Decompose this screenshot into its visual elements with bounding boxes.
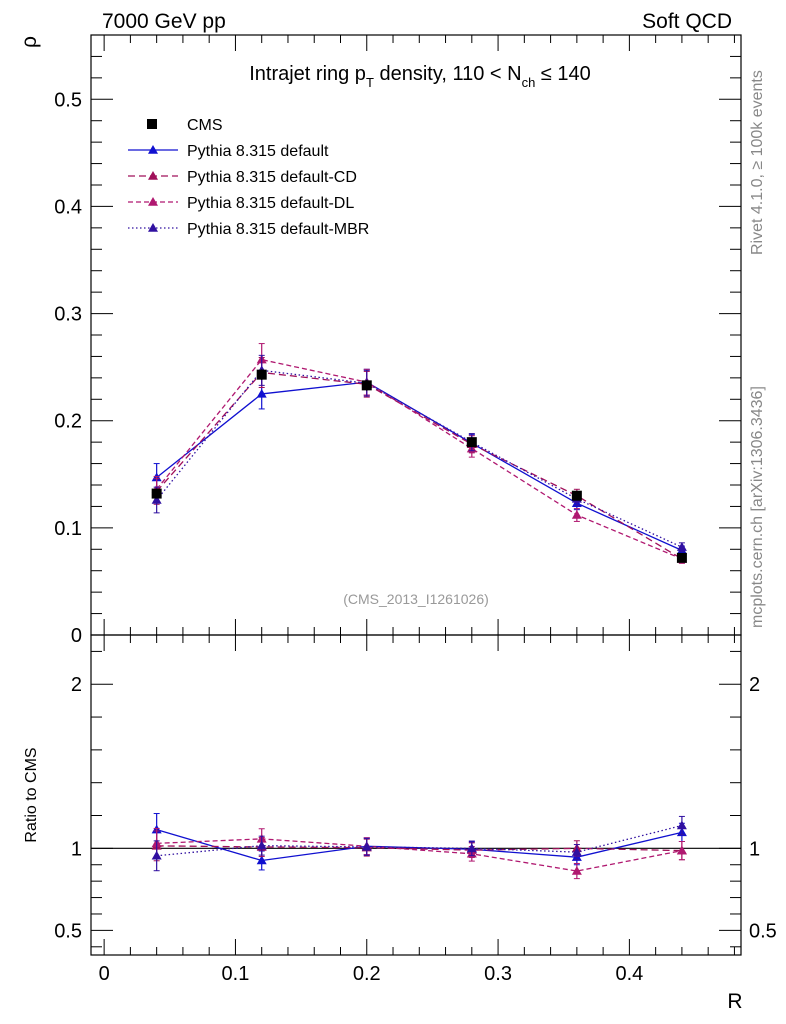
series-3-point bbox=[571, 510, 582, 519]
axes-group: 0 0.1 0.2 0.3 0.4 0 0.1 0.2 0.3 0.4 0.5 0.5 0.5 1 1 2 2 bbox=[54, 34, 777, 985]
series-3-group bbox=[151, 343, 687, 564]
y-tick-label: 0 bbox=[71, 625, 82, 647]
series-4-line bbox=[156, 369, 683, 548]
data-point bbox=[151, 488, 162, 499]
ratio-series-group bbox=[151, 813, 687, 880]
y-tick-label: 0.1 bbox=[54, 518, 82, 540]
ratio-tick-label: 0.5 bbox=[54, 920, 82, 942]
series-1-ratio-point bbox=[256, 855, 267, 865]
ratio-tick-label-right: 0.5 bbox=[749, 920, 777, 942]
header-right-label: Soft QCD bbox=[642, 10, 732, 33]
series-4-ratio-point bbox=[571, 847, 582, 856]
y-tick-label: 0.3 bbox=[54, 304, 82, 326]
y-axis-label: ρ bbox=[18, 36, 41, 48]
series-4-ratio-point bbox=[361, 841, 372, 851]
series-2-ratio-group bbox=[151, 830, 687, 862]
legend-marker bbox=[148, 223, 158, 232]
series-4-group bbox=[151, 354, 687, 552]
series-1-ratio-line bbox=[156, 829, 683, 862]
data-point bbox=[361, 380, 372, 391]
legend-label: Pythia 8.315 default-DL bbox=[187, 195, 354, 212]
legend-marker bbox=[148, 145, 158, 154]
series-3-ratio-group bbox=[151, 827, 687, 880]
legend-data-marker bbox=[147, 119, 157, 129]
data-point bbox=[256, 369, 267, 380]
series-3-ratio-point bbox=[676, 845, 687, 855]
series-2-line bbox=[156, 371, 683, 560]
ratio-tick-label-right: 2 bbox=[749, 674, 760, 696]
legend-data-label: CMS bbox=[187, 117, 223, 134]
series-4-ratio-point bbox=[256, 840, 267, 850]
series-4-ratio-group bbox=[151, 815, 687, 872]
legend-marker bbox=[148, 197, 158, 206]
data-group bbox=[151, 369, 687, 563]
data-point bbox=[466, 437, 477, 448]
legend: CMS Pythia 8.315 default Pythia 8.315 defa… bbox=[128, 117, 369, 238]
x-tick-label: 0.4 bbox=[615, 963, 643, 985]
series-2-group bbox=[151, 357, 687, 564]
series-1-ratio-group bbox=[151, 813, 687, 871]
series-4-ratio-point bbox=[151, 850, 162, 860]
ratio-axis-label: Ratio to CMS bbox=[23, 747, 40, 842]
series-4-ratio-point bbox=[676, 820, 687, 830]
x-tick-label: 0 bbox=[99, 963, 110, 985]
series-3-line bbox=[156, 358, 683, 560]
mcplots-label: mcplots.cern.ch [arXiv:1306.3436] bbox=[749, 386, 766, 628]
rivet-label: Rivet 4.1.0, ≥ 100k events bbox=[749, 70, 766, 255]
ratio-tick-label: 2 bbox=[71, 674, 82, 696]
series-4-point bbox=[676, 542, 687, 551]
analysis-watermark: (CMS_2013_I1261026) bbox=[343, 591, 489, 607]
series-4-point bbox=[151, 495, 162, 504]
x-tick-label: 0.2 bbox=[353, 963, 381, 985]
chart-title: Intrajet ring pT density, 110 < Nch ≤ 14… bbox=[249, 63, 591, 90]
legend-label: Pythia 8.315 default bbox=[187, 143, 329, 160]
x-tick-label: 0.3 bbox=[484, 963, 512, 985]
series-1-point bbox=[256, 388, 267, 398]
x-axis-label: R bbox=[727, 990, 742, 1013]
legend-marker bbox=[148, 171, 158, 180]
main-series-group bbox=[151, 343, 687, 564]
x-tick-label: 0.1 bbox=[222, 963, 250, 985]
y-tick-label: 0.4 bbox=[54, 196, 82, 218]
legend-label: Pythia 8.315 default-CD bbox=[187, 169, 357, 186]
series-4-ratio-point bbox=[466, 843, 477, 853]
y-tick-label: 0.2 bbox=[54, 411, 82, 433]
data-point bbox=[676, 552, 687, 563]
data-point bbox=[571, 490, 582, 501]
ratio-tick-label: 1 bbox=[71, 838, 82, 860]
ratio-tick-label-right: 1 bbox=[749, 838, 760, 860]
legend-label: Pythia 8.315 default-MBR bbox=[187, 221, 369, 238]
y-tick-label: 0.5 bbox=[54, 89, 82, 111]
header-left-label: 7000 GeV pp bbox=[102, 10, 226, 33]
series-1-line bbox=[156, 381, 683, 551]
series-3-ratio-line bbox=[156, 838, 683, 872]
series-3-ratio-point bbox=[571, 866, 582, 875]
ratio-panel-frame bbox=[90, 634, 742, 956]
